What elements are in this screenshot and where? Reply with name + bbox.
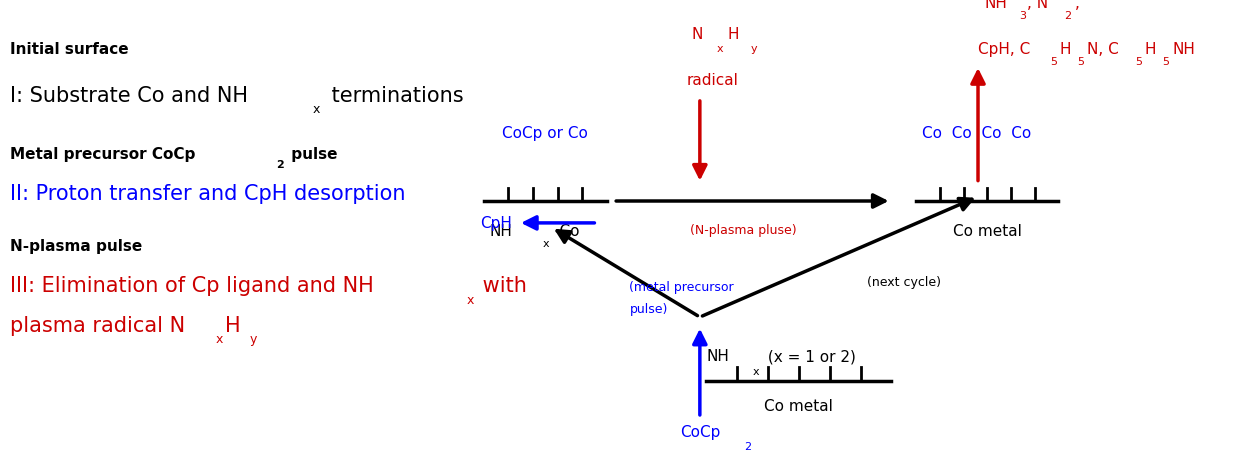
Text: NH: NH [984, 0, 1007, 11]
Text: plasma radical N: plasma radical N [10, 315, 185, 335]
Text: H: H [225, 315, 240, 335]
Text: CoCp or Co: CoCp or Co [502, 125, 589, 140]
Text: 3: 3 [1018, 12, 1026, 21]
Text: radical: radical [686, 73, 738, 88]
Text: Metal precursor CoCp: Metal precursor CoCp [10, 147, 196, 162]
Text: (x = 1 or 2): (x = 1 or 2) [763, 348, 856, 363]
Text: x: x [717, 44, 724, 54]
Text: N: N [691, 27, 703, 42]
Text: H: H [1059, 42, 1070, 57]
Text: x: x [313, 103, 321, 116]
Text: Initial surface: Initial surface [10, 42, 129, 57]
Text: 5: 5 [1049, 57, 1057, 67]
Text: y: y [250, 333, 258, 346]
Text: III: Elimination of Cp ligand and NH: III: Elimination of Cp ligand and NH [10, 276, 374, 296]
Text: I: Substrate Co and NH: I: Substrate Co and NH [10, 86, 248, 106]
Text: NH: NH [1172, 42, 1194, 57]
Text: Co metal: Co metal [764, 398, 833, 413]
Text: pulse): pulse) [629, 302, 668, 315]
Text: CpH, C: CpH, C [978, 42, 1031, 57]
Text: N-plasma pulse: N-plasma pulse [10, 239, 142, 254]
Text: H: H [1145, 42, 1156, 57]
Text: 2: 2 [1064, 12, 1072, 21]
Text: II: Proton transfer and CpH desorption: II: Proton transfer and CpH desorption [10, 184, 405, 204]
Text: terminations: terminations [326, 86, 463, 106]
Text: H: H [727, 27, 738, 42]
Text: (next cycle): (next cycle) [867, 276, 940, 289]
Text: -Co: -Co [554, 224, 580, 238]
Text: , N: , N [1027, 0, 1048, 11]
Text: with: with [476, 276, 527, 296]
Text: N, C: N, C [1087, 42, 1119, 57]
Text: pulse: pulse [286, 147, 337, 162]
Text: x: x [466, 294, 473, 307]
Text: Co metal: Co metal [953, 224, 1022, 238]
Text: y: y [751, 44, 757, 54]
Text: Co  Co  Co  Co: Co Co Co Co [922, 125, 1032, 140]
Text: ,: , [1074, 0, 1079, 11]
Text: NH: NH [706, 348, 729, 363]
Text: 2: 2 [276, 160, 284, 170]
Text: 2: 2 [745, 441, 752, 450]
Text: (metal precursor: (metal precursor [629, 280, 733, 293]
Text: x: x [216, 333, 223, 346]
Text: CpH: CpH [479, 216, 512, 231]
Text: CoCp: CoCp [680, 425, 720, 439]
Text: NH: NH [489, 224, 513, 238]
Text: 5: 5 [1077, 57, 1084, 67]
Text: 5: 5 [1162, 57, 1170, 67]
Text: x: x [753, 366, 760, 376]
Text: 5: 5 [1135, 57, 1142, 67]
Text: x: x [543, 239, 549, 249]
Text: (N-plasma pluse): (N-plasma pluse) [690, 224, 797, 237]
